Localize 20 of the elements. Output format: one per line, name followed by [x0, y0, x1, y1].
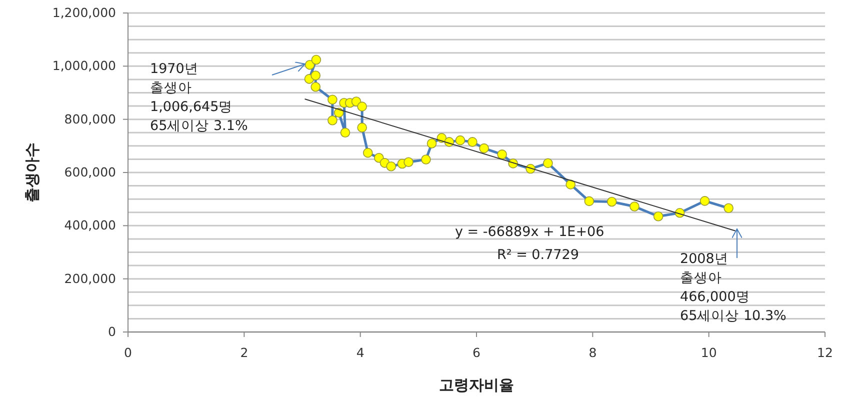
x-tick-label: 6 [472, 345, 481, 360]
x-tick-label: 10 [700, 345, 717, 360]
x-tick-label: 4 [356, 345, 364, 360]
x-tick-label: 0 [124, 345, 132, 360]
y-tick-label: 600,000 [64, 164, 116, 180]
y-tick-label: 200,000 [64, 270, 116, 286]
y-tick-label: 0 [108, 324, 116, 339]
x-tick-label: 2 [240, 345, 248, 360]
x-tick-label: 12 [817, 345, 833, 360]
y-tick-label: 1,000,000 [52, 58, 116, 74]
x-tick-label: 8 [588, 345, 597, 360]
y-tick-label: 800,000 [64, 111, 116, 126]
annotation: R² = 0.7729 [497, 247, 579, 263]
annotation: 2008년 출생아 466,000명 65세이상 10.3% [680, 251, 787, 324]
y-tick-label: 400,000 [64, 218, 116, 233]
annotation: y = -66889x + 1E+06 [455, 224, 604, 240]
y-tick-label: 1,200,000 [52, 5, 116, 20]
x-axis-title: 고령자비율 [439, 376, 514, 394]
y-axis-title: 출생아수 [23, 142, 41, 202]
annotation: 1970년 출생아 1,006,645명 65세이상 3.1% [150, 61, 248, 134]
